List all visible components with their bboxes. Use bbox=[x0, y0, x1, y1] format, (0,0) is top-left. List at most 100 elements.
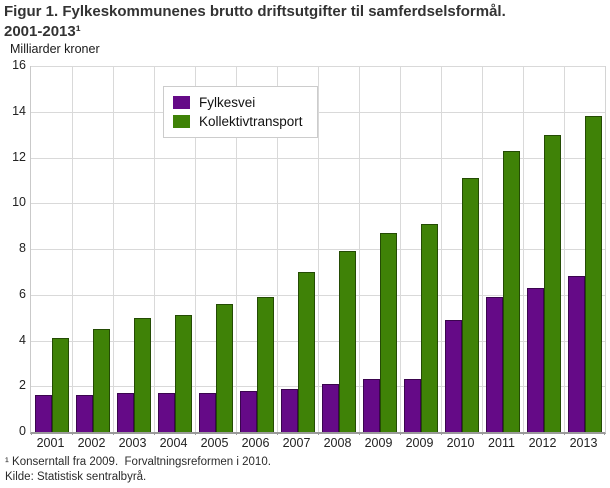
gridline-x-8 bbox=[359, 66, 360, 432]
category-column-2013-13 bbox=[564, 66, 605, 432]
y-tick-label-8: 8 bbox=[19, 241, 26, 255]
legend-item-kollektivtransport: Kollektivtransport bbox=[173, 112, 303, 131]
gridline-x-1 bbox=[72, 66, 73, 432]
gridline-x-3 bbox=[154, 66, 155, 432]
x-tick-label-2009-8: 2009 bbox=[364, 436, 393, 450]
bar-fylkesvei-2013-13 bbox=[567, 276, 585, 432]
category-column-2009-9 bbox=[400, 66, 441, 432]
bar-kollektivtransport-2005-4 bbox=[215, 304, 233, 432]
category-column-2009-8 bbox=[359, 66, 400, 432]
bar-kollektivtransport-2003-2 bbox=[133, 318, 151, 432]
bar-fylkesvei-2003-2 bbox=[116, 393, 134, 432]
bar-fylkesvei-2002-1 bbox=[75, 395, 93, 432]
x-tick-label-2008-7: 2008 bbox=[323, 436, 352, 450]
footnote: ¹ Konserntall fra 2009. Forvaltningsrefo… bbox=[5, 456, 271, 468]
y-tick-label-6: 6 bbox=[19, 287, 26, 301]
x-tick-label-2005-4: 2005 bbox=[200, 436, 229, 450]
x-tick-label-2004-3: 2004 bbox=[159, 436, 188, 450]
bar-fylkesvei-2010-10 bbox=[444, 320, 462, 432]
x-axis-tick-13 bbox=[564, 432, 565, 435]
y-tick-label-4: 4 bbox=[19, 333, 26, 347]
bar-fylkesvei-2005-4 bbox=[198, 393, 216, 432]
y-tick-label-12: 12 bbox=[12, 150, 26, 164]
category-column-2008-7 bbox=[318, 66, 359, 432]
x-axis-tick-6 bbox=[277, 432, 278, 435]
x-tick-label-2013-13: 2013 bbox=[569, 436, 598, 450]
bar-fylkesvei-2007-6 bbox=[280, 389, 298, 432]
y-tick-label-2: 2 bbox=[19, 378, 26, 392]
x-tick-label-2010-10: 2010 bbox=[446, 436, 475, 450]
x-axis-tick-2 bbox=[113, 432, 114, 435]
figure-title-line2: 2001-2013¹ bbox=[4, 23, 81, 40]
x-tick-label-2006-5: 2006 bbox=[241, 436, 270, 450]
x-tick-label-2007-6: 2007 bbox=[282, 436, 311, 450]
bar-fylkesvei-2009-9 bbox=[403, 379, 421, 432]
bar-fylkesvei-2006-5 bbox=[239, 391, 257, 432]
y-tick-label-0: 0 bbox=[19, 424, 26, 438]
gridline-x-10 bbox=[441, 66, 442, 432]
x-axis-tick-4 bbox=[195, 432, 196, 435]
bar-kollektivtransport-2012-12 bbox=[543, 135, 561, 432]
gridline-x-9 bbox=[400, 66, 401, 432]
bar-kollektivtransport-2008-7 bbox=[338, 251, 356, 432]
category-column-2004-3 bbox=[154, 66, 195, 432]
category-column-2003-2 bbox=[113, 66, 154, 432]
plot-area bbox=[30, 66, 606, 435]
source-note: Kilde: Statistisk sentralbyrå. bbox=[5, 471, 147, 483]
x-tick-label-2001-0: 2001 bbox=[36, 436, 65, 450]
gridline-x-2 bbox=[113, 66, 114, 432]
bar-fylkesvei-2001-0 bbox=[34, 395, 52, 432]
x-tick-label-2002-1: 2002 bbox=[77, 436, 106, 450]
bar-fylkesvei-2012-12 bbox=[526, 288, 544, 432]
bar-kollektivtransport-2011-11 bbox=[502, 151, 520, 432]
y-tick-label-16: 16 bbox=[12, 58, 26, 72]
x-axis-tick-9 bbox=[400, 432, 401, 435]
bar-kollektivtransport-2004-3 bbox=[174, 315, 192, 432]
legend-item-fylkesvei: Fylkesvei bbox=[173, 93, 303, 112]
figure-title-line1: Figur 1. Fylkeskommunenes brutto driftsu… bbox=[4, 3, 506, 20]
bar-kollektivtransport-2010-10 bbox=[461, 178, 479, 432]
bar-kollektivtransport-2002-1 bbox=[92, 329, 110, 432]
category-column-2001-0 bbox=[31, 66, 72, 432]
bar-fylkesvei-2009-8 bbox=[362, 379, 380, 432]
x-axis-tick-8 bbox=[359, 432, 360, 435]
bar-kollektivtransport-2006-5 bbox=[256, 297, 274, 432]
gridline-x-6 bbox=[277, 66, 278, 432]
category-column-2011-11 bbox=[482, 66, 523, 432]
legend-swatch-fylkesvei bbox=[173, 96, 190, 109]
y-tick-label-14: 14 bbox=[12, 104, 26, 118]
x-tick-label-2012-12: 2012 bbox=[528, 436, 557, 450]
gridline-x-7 bbox=[318, 66, 319, 432]
bar-fylkesvei-2004-3 bbox=[157, 393, 175, 432]
bar-kollektivtransport-2009-9 bbox=[420, 224, 438, 432]
y-axis-title: Milliarder kroner bbox=[10, 42, 100, 56]
category-column-2012-12 bbox=[523, 66, 564, 432]
legend: Fylkesvei Kollektivtransport bbox=[163, 86, 318, 138]
gridline-x-11 bbox=[482, 66, 483, 432]
legend-label-fylkesvei: Fylkesvei bbox=[199, 95, 256, 110]
x-axis-tick-3 bbox=[154, 432, 155, 435]
x-tick-label-2011-11: 2011 bbox=[488, 436, 515, 450]
category-column-2007-6 bbox=[277, 66, 318, 432]
legend-label-kollektivtransport: Kollektivtransport bbox=[199, 114, 303, 129]
bar-kollektivtransport-2001-0 bbox=[51, 338, 69, 432]
x-axis-tick-1 bbox=[72, 432, 73, 435]
bar-fylkesvei-2008-7 bbox=[321, 384, 339, 432]
gridline-x-13 bbox=[564, 66, 565, 432]
x-tick-label-2009-9: 2009 bbox=[405, 436, 434, 450]
bar-kollektivtransport-2009-8 bbox=[379, 233, 397, 432]
bar-kollektivtransport-2007-6 bbox=[297, 272, 315, 432]
bar-columns bbox=[31, 66, 605, 432]
category-column-2005-4 bbox=[195, 66, 236, 432]
y-tick-label-10: 10 bbox=[12, 195, 26, 209]
legend-swatch-kollektivtransport bbox=[173, 115, 190, 128]
x-axis-tick-14 bbox=[604, 432, 605, 435]
x-axis-tick-12 bbox=[523, 432, 524, 435]
gridline-x-12 bbox=[523, 66, 524, 432]
category-column-2006-5 bbox=[236, 66, 277, 432]
gridline-x-4 bbox=[195, 66, 196, 432]
category-column-2010-10 bbox=[441, 66, 482, 432]
x-axis-tick-5 bbox=[236, 432, 237, 435]
x-axis-tick-10 bbox=[441, 432, 442, 435]
